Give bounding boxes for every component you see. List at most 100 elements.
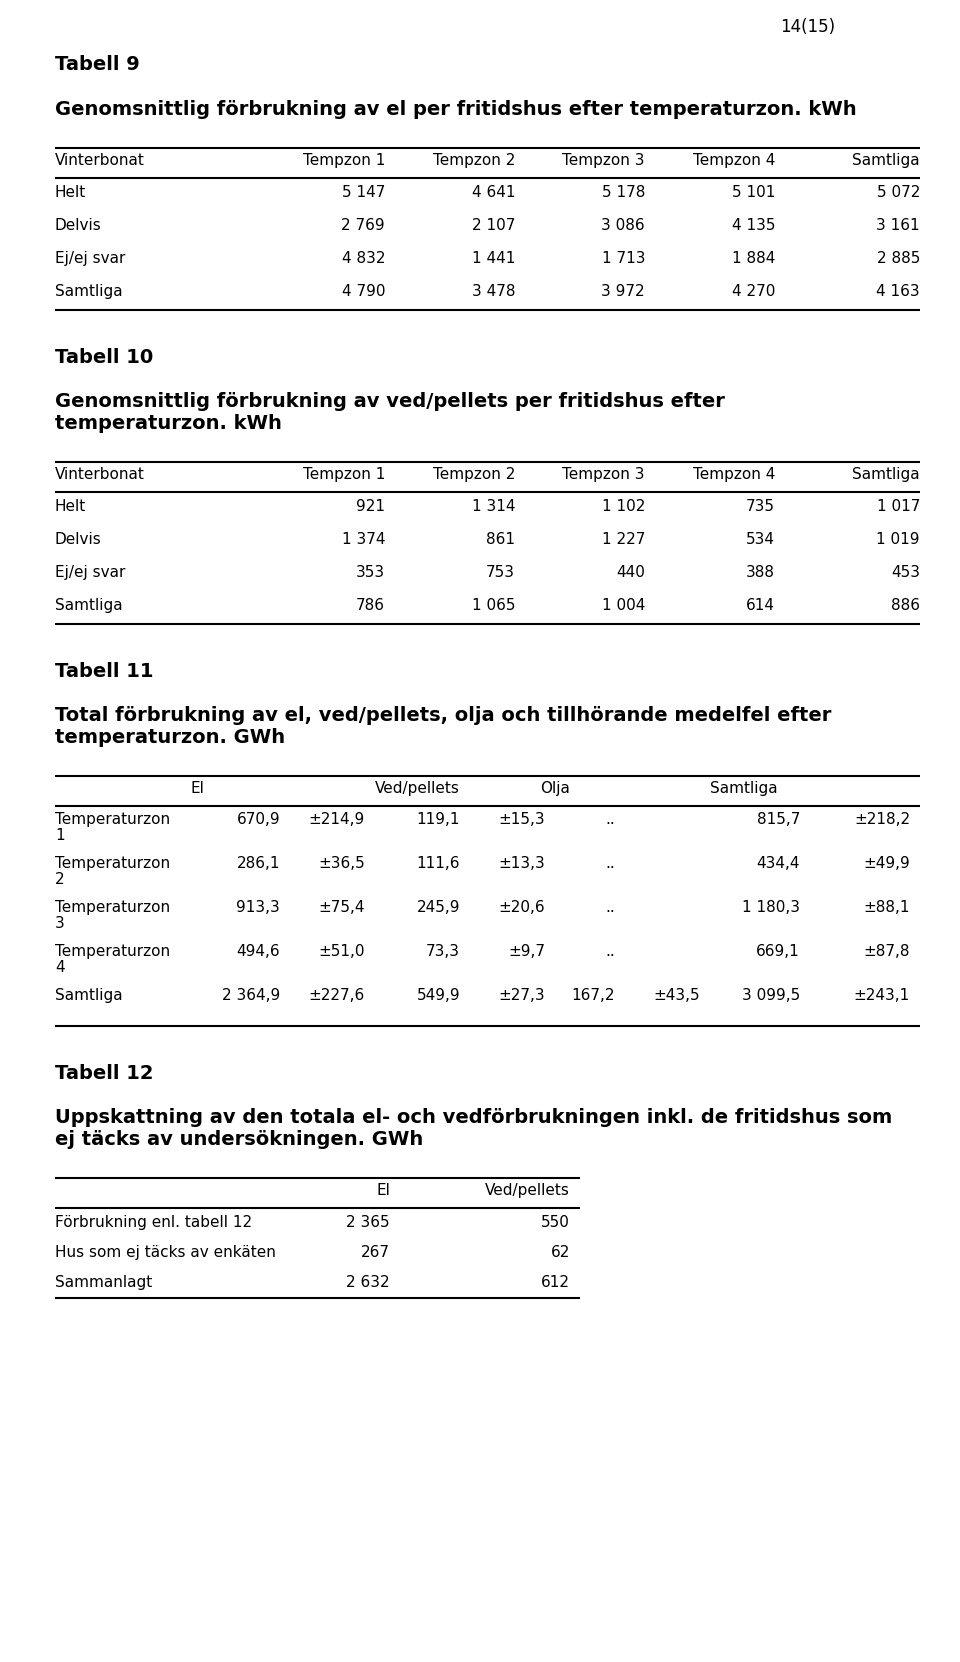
Text: 3 972: 3 972 <box>601 284 645 299</box>
Text: 2 364,9: 2 364,9 <box>222 987 280 1002</box>
Text: 4 790: 4 790 <box>342 284 385 299</box>
Text: 5 101: 5 101 <box>732 184 775 199</box>
Text: 1 004: 1 004 <box>602 598 645 613</box>
Text: 1 441: 1 441 <box>471 251 515 266</box>
Text: Tempzon 4: Tempzon 4 <box>692 467 775 482</box>
Text: ±214,9: ±214,9 <box>309 813 365 828</box>
Text: 1 713: 1 713 <box>602 251 645 266</box>
Text: ±9,7: ±9,7 <box>508 944 545 959</box>
Text: 1 065: 1 065 <box>471 598 515 613</box>
Text: Tempzon 2: Tempzon 2 <box>433 153 515 168</box>
Text: 1: 1 <box>55 828 64 843</box>
Text: Genomsnittlig förbrukning av ved/pellets per fritidshus efter: Genomsnittlig förbrukning av ved/pellets… <box>55 392 725 411</box>
Text: ±20,6: ±20,6 <box>498 901 545 916</box>
Text: 494,6: 494,6 <box>236 944 280 959</box>
Text: ±227,6: ±227,6 <box>309 987 365 1002</box>
Text: ±87,8: ±87,8 <box>863 944 910 959</box>
Text: ±27,3: ±27,3 <box>498 987 545 1002</box>
Text: 111,6: 111,6 <box>417 856 460 871</box>
Text: 669,1: 669,1 <box>756 944 800 959</box>
Text: Uppskattning av den totala el- och vedförbrukningen inkl. de fritidshus som: Uppskattning av den totala el- och vedfö… <box>55 1109 892 1127</box>
Text: Samtliga: Samtliga <box>55 284 123 299</box>
Text: 62: 62 <box>551 1245 570 1260</box>
Text: 267: 267 <box>361 1245 390 1260</box>
Text: Vinterbonat: Vinterbonat <box>55 153 145 168</box>
Text: Tabell 9: Tabell 9 <box>55 55 140 75</box>
Text: ±75,4: ±75,4 <box>319 901 365 916</box>
Text: 550: 550 <box>541 1215 570 1230</box>
Text: 286,1: 286,1 <box>236 856 280 871</box>
Text: 861: 861 <box>486 532 515 547</box>
Text: 670,9: 670,9 <box>236 813 280 828</box>
Text: 1 884: 1 884 <box>732 251 775 266</box>
Text: Tempzon 3: Tempzon 3 <box>563 467 645 482</box>
Text: ±49,9: ±49,9 <box>863 856 910 871</box>
Text: Genomsnittlig förbrukning av el per fritidshus efter temperaturzon. kWh: Genomsnittlig förbrukning av el per frit… <box>55 100 856 120</box>
Text: Samtliga: Samtliga <box>852 467 920 482</box>
Text: Total förbrukning av el, ved/pellets, olja och tillhörande medelfel efter: Total förbrukning av el, ved/pellets, ol… <box>55 706 831 725</box>
Text: 14(15): 14(15) <box>780 18 835 37</box>
Text: 2 365: 2 365 <box>347 1215 390 1230</box>
Text: ±13,3: ±13,3 <box>498 856 545 871</box>
Text: Tempzon 1: Tempzon 1 <box>302 153 385 168</box>
Text: 167,2: 167,2 <box>571 987 615 1002</box>
Text: 786: 786 <box>356 598 385 613</box>
Text: Temperaturzon: Temperaturzon <box>55 901 170 916</box>
Text: temperaturzon. GWh: temperaturzon. GWh <box>55 728 285 746</box>
Text: 4 832: 4 832 <box>342 251 385 266</box>
Text: 2 632: 2 632 <box>347 1275 390 1290</box>
Text: Tempzon 3: Tempzon 3 <box>563 153 645 168</box>
Text: 735: 735 <box>746 499 775 514</box>
Text: Temperaturzon: Temperaturzon <box>55 944 170 959</box>
Text: ..: .. <box>605 901 615 916</box>
Text: Vinterbonat: Vinterbonat <box>55 467 145 482</box>
Text: 434,4: 434,4 <box>756 856 800 871</box>
Text: ±15,3: ±15,3 <box>498 813 545 828</box>
Text: 2 769: 2 769 <box>342 218 385 233</box>
Text: ej täcks av undersökningen. GWh: ej täcks av undersökningen. GWh <box>55 1130 423 1148</box>
Text: 119,1: 119,1 <box>417 813 460 828</box>
Text: 453: 453 <box>891 565 920 580</box>
Text: 753: 753 <box>486 565 515 580</box>
Text: Tabell 10: Tabell 10 <box>55 347 154 367</box>
Text: 913,3: 913,3 <box>236 901 280 916</box>
Text: 4 135: 4 135 <box>732 218 775 233</box>
Text: 4 270: 4 270 <box>732 284 775 299</box>
Text: ..: .. <box>605 856 615 871</box>
Text: ±243,1: ±243,1 <box>853 987 910 1002</box>
Text: Ej/ej svar: Ej/ej svar <box>55 251 126 266</box>
Text: 245,9: 245,9 <box>417 901 460 916</box>
Text: ±218,2: ±218,2 <box>853 813 910 828</box>
Text: 5 178: 5 178 <box>602 184 645 199</box>
Text: 3 099,5: 3 099,5 <box>742 987 800 1002</box>
Text: 440: 440 <box>616 565 645 580</box>
Text: 2 885: 2 885 <box>876 251 920 266</box>
Text: 1 102: 1 102 <box>602 499 645 514</box>
Text: Temperaturzon: Temperaturzon <box>55 813 170 828</box>
Text: 4 641: 4 641 <box>471 184 515 199</box>
Text: 1 180,3: 1 180,3 <box>742 901 800 916</box>
Text: 612: 612 <box>541 1275 570 1290</box>
Text: 2: 2 <box>55 873 64 888</box>
Text: 388: 388 <box>746 565 775 580</box>
Text: Sammanlagt: Sammanlagt <box>55 1275 153 1290</box>
Text: 3 086: 3 086 <box>601 218 645 233</box>
Text: Ej/ej svar: Ej/ej svar <box>55 565 126 580</box>
Text: 1 314: 1 314 <box>471 499 515 514</box>
Text: 73,3: 73,3 <box>426 944 460 959</box>
Text: Helt: Helt <box>55 499 86 514</box>
Text: 3: 3 <box>55 916 64 931</box>
Text: El: El <box>190 781 204 796</box>
Text: ±43,5: ±43,5 <box>654 987 700 1002</box>
Text: 5 072: 5 072 <box>876 184 920 199</box>
Text: Samtliga: Samtliga <box>852 153 920 168</box>
Text: 1 017: 1 017 <box>876 499 920 514</box>
Text: ±88,1: ±88,1 <box>863 901 910 916</box>
Text: Ved/pellets: Ved/pellets <box>485 1183 570 1198</box>
Text: Temperaturzon: Temperaturzon <box>55 856 170 871</box>
Text: Delvis: Delvis <box>55 218 102 233</box>
Text: Olja: Olja <box>540 781 570 796</box>
Text: Helt: Helt <box>55 184 86 199</box>
Text: Tabell 11: Tabell 11 <box>55 661 154 681</box>
Text: ..: .. <box>605 813 615 828</box>
